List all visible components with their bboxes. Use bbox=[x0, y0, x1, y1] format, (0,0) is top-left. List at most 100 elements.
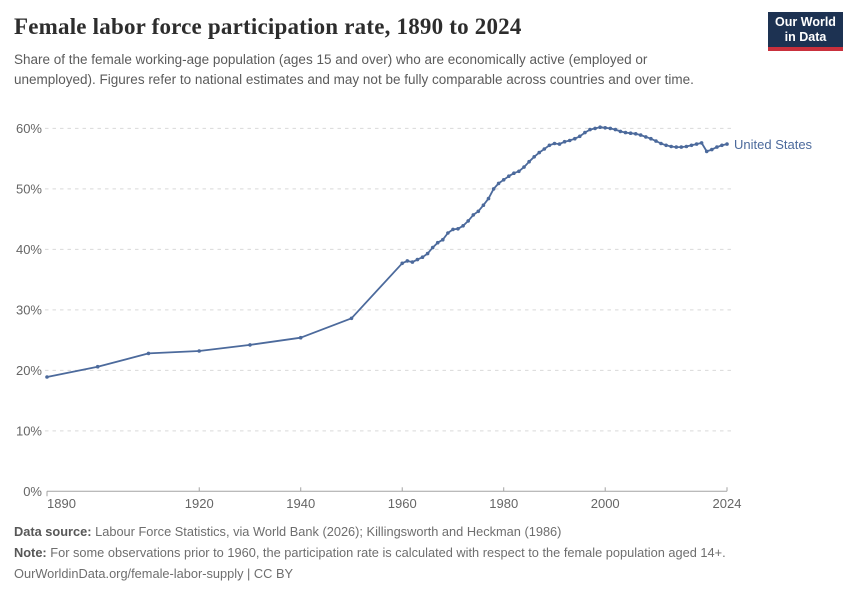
owid-logo-line2: in Data bbox=[784, 29, 827, 44]
data-point[interactable] bbox=[598, 125, 602, 129]
data-point[interactable] bbox=[471, 213, 476, 217]
data-point[interactable] bbox=[725, 142, 729, 146]
data-point[interactable] bbox=[435, 240, 440, 245]
data-point[interactable] bbox=[573, 136, 577, 141]
data-point[interactable] bbox=[694, 142, 699, 146]
data-point[interactable] bbox=[349, 316, 354, 321]
data-point[interactable] bbox=[659, 141, 663, 146]
x-axis-tick-label: 1890 bbox=[47, 496, 76, 511]
data-point[interactable] bbox=[461, 224, 465, 228]
note-line: Note: For some observations prior to 196… bbox=[14, 542, 834, 563]
data-point[interactable] bbox=[583, 130, 587, 135]
data-point[interactable] bbox=[664, 143, 668, 148]
data-point[interactable] bbox=[517, 169, 521, 174]
data-point[interactable] bbox=[425, 251, 430, 256]
data-point[interactable] bbox=[593, 126, 597, 131]
chart-subtitle: Share of the female working-age populati… bbox=[14, 52, 694, 87]
y-axis-tick-label: 0% bbox=[23, 484, 42, 499]
data-point[interactable] bbox=[557, 142, 562, 146]
data-point[interactable] bbox=[501, 178, 506, 182]
data-point[interactable] bbox=[679, 145, 684, 149]
data-point[interactable] bbox=[638, 133, 643, 137]
data-point[interactable] bbox=[481, 203, 486, 207]
data-point[interactable] bbox=[613, 127, 618, 132]
data-point[interactable] bbox=[400, 261, 405, 266]
note-text: For some observations prior to 1960, the… bbox=[46, 545, 726, 560]
data-point[interactable] bbox=[507, 174, 511, 178]
data-point[interactable] bbox=[562, 139, 567, 144]
data-source-text: Labour Force Statistics, via World Bank … bbox=[91, 524, 562, 539]
data-point[interactable] bbox=[430, 245, 435, 250]
data-point[interactable] bbox=[649, 136, 653, 141]
data-point[interactable] bbox=[654, 139, 658, 143]
data-point[interactable] bbox=[628, 131, 633, 135]
data-point[interactable] bbox=[669, 144, 673, 149]
data-point[interactable] bbox=[689, 143, 694, 148]
data-point[interactable] bbox=[512, 171, 516, 175]
data-point[interactable] bbox=[476, 209, 481, 214]
chart-header: Female labor force participation rate, 1… bbox=[14, 14, 754, 89]
data-point[interactable] bbox=[618, 129, 623, 134]
x-axis-tick-label: 2000 bbox=[591, 496, 620, 511]
data-point[interactable] bbox=[608, 126, 613, 131]
data-point[interactable] bbox=[496, 181, 501, 186]
data-point[interactable] bbox=[603, 126, 607, 130]
data-point[interactable] bbox=[441, 237, 445, 242]
data-point[interactable] bbox=[699, 141, 704, 145]
data-point[interactable] bbox=[415, 257, 420, 262]
data-point[interactable] bbox=[674, 145, 679, 149]
data-point[interactable] bbox=[522, 165, 526, 169]
chart-title: Female labor force participation rate, 1… bbox=[14, 14, 522, 39]
data-point[interactable] bbox=[456, 227, 460, 231]
data-point[interactable] bbox=[633, 132, 638, 136]
data-point[interactable] bbox=[704, 149, 709, 154]
data-source-label: Data source: bbox=[14, 524, 92, 539]
series-label-united-states[interactable]: United States bbox=[734, 136, 813, 152]
data-point[interactable] bbox=[684, 144, 689, 149]
data-point[interactable] bbox=[527, 159, 531, 164]
data-point[interactable] bbox=[446, 231, 450, 235]
data-point[interactable] bbox=[248, 343, 252, 347]
data-point[interactable] bbox=[567, 138, 572, 143]
x-axis-tick-label: 2024 bbox=[713, 496, 742, 511]
data-point[interactable] bbox=[552, 141, 557, 146]
data-point[interactable] bbox=[298, 335, 303, 340]
y-axis-tick-label: 10% bbox=[16, 423, 42, 438]
data-point[interactable] bbox=[578, 134, 582, 139]
data-point[interactable] bbox=[532, 155, 536, 159]
data-point[interactable] bbox=[95, 364, 100, 369]
owid-logo-line1: Our World bbox=[775, 15, 836, 29]
data-point[interactable] bbox=[720, 143, 724, 148]
x-axis-tick-label: 1920 bbox=[185, 496, 214, 511]
x-axis-tick-label: 1960 bbox=[388, 496, 417, 511]
data-point[interactable] bbox=[623, 130, 628, 135]
y-axis-tick-label: 60% bbox=[16, 121, 42, 136]
data-point[interactable] bbox=[451, 227, 455, 232]
data-point[interactable] bbox=[588, 127, 592, 132]
data-point[interactable] bbox=[146, 351, 151, 356]
data-point[interactable] bbox=[466, 219, 471, 223]
data-line-united-states[interactable] bbox=[46, 126, 728, 378]
data-point[interactable] bbox=[197, 349, 201, 353]
data-point[interactable] bbox=[547, 143, 552, 148]
data-point[interactable] bbox=[491, 187, 496, 191]
data-point[interactable] bbox=[420, 255, 425, 259]
x-axis-tick-label: 1940 bbox=[286, 496, 315, 511]
data-point[interactable] bbox=[410, 260, 415, 264]
x-axis-tick-label: 1980 bbox=[489, 496, 518, 511]
data-point[interactable] bbox=[644, 135, 648, 139]
owid-logo[interactable]: Our World in Data bbox=[768, 12, 843, 51]
data-point[interactable] bbox=[537, 150, 541, 155]
data-point[interactable] bbox=[710, 147, 714, 152]
data-source-line: Data source: Labour Force Statistics, vi… bbox=[14, 521, 834, 542]
y-axis-tick-label: 50% bbox=[16, 181, 42, 196]
data-point[interactable] bbox=[542, 147, 547, 151]
y-axis-tick-label: 20% bbox=[16, 363, 42, 378]
data-point[interactable] bbox=[45, 375, 49, 379]
data-point[interactable] bbox=[405, 259, 410, 263]
data-point[interactable] bbox=[715, 145, 719, 149]
url-license-line: OurWorldinData.org/female-labor-supply |… bbox=[14, 566, 294, 581]
data-point[interactable] bbox=[486, 196, 491, 201]
